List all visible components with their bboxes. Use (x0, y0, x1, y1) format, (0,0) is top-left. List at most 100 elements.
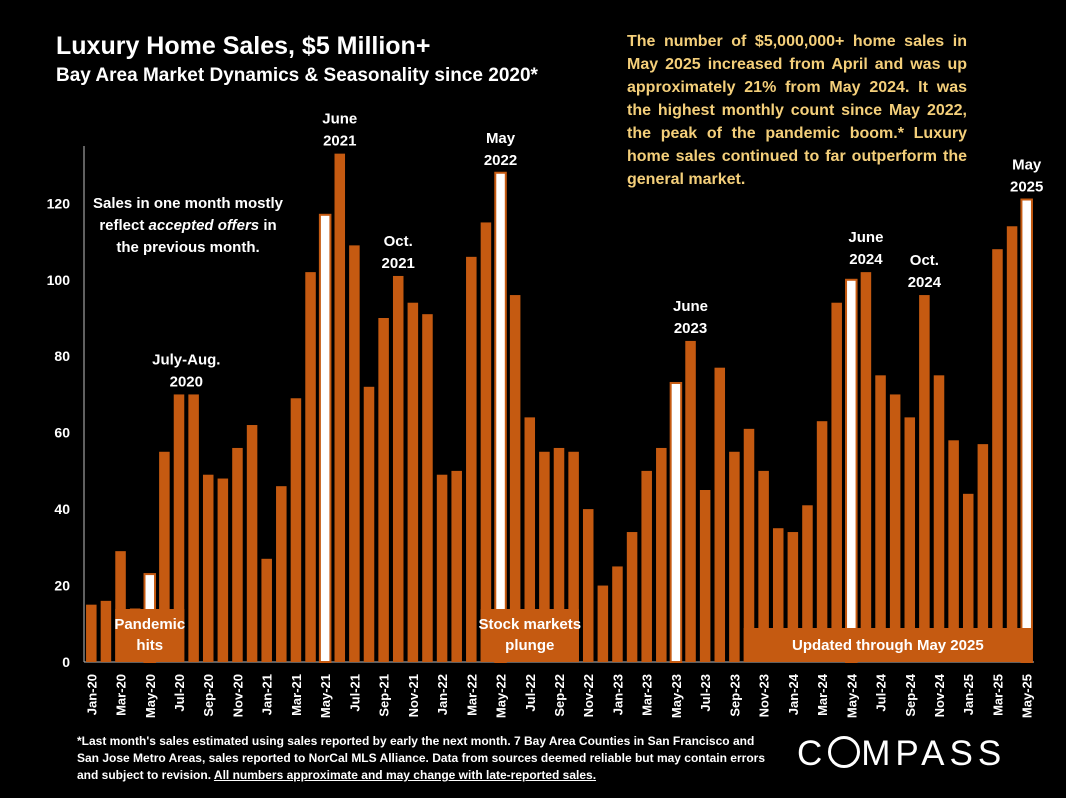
x-tick-label: Nov-24 (932, 673, 947, 717)
bar (904, 417, 916, 662)
event-box (480, 609, 579, 662)
note-line: reflect accepted offers in (99, 217, 276, 234)
peak-label: 2023 (674, 320, 707, 337)
bar (232, 447, 243, 662)
bar (802, 505, 813, 662)
chart-subtitle: Bay Area Market Dynamics & Seasonality s… (56, 65, 538, 86)
bar (597, 585, 609, 662)
event-box-label: Updated through May 2025 (792, 637, 984, 654)
y-tick-label: 120 (47, 195, 71, 211)
footnote-text: *Last month's sales estimated using sale… (77, 734, 765, 782)
bar-chart: 0 20 40 60 80 100 120 Jan-20 Mar-20 May-20 Jul-20 S… (47, 111, 1044, 718)
bar (86, 604, 97, 662)
y-tick-label: 20 (54, 578, 70, 594)
bar (743, 428, 755, 662)
bar (933, 375, 945, 662)
x-tick-label: May-23 (669, 674, 684, 718)
note-segment: accepted offers (149, 217, 260, 234)
x-tick-label: Sep-20 (201, 674, 216, 717)
peak-label: 2024 (908, 274, 942, 291)
bar (1020, 198, 1033, 663)
x-tick-label: Mar-23 (640, 674, 655, 716)
bar (685, 340, 696, 662)
peak-label: 2021 (323, 133, 356, 150)
peak-label: Oct. (910, 252, 939, 269)
bar (480, 222, 492, 662)
event-box-label: Pandemic (114, 616, 185, 633)
bar (962, 493, 974, 662)
bar (217, 478, 229, 662)
note-line: Sales in one month mostly (93, 195, 284, 212)
bar (436, 474, 448, 662)
x-tick-label: Jan-20 (84, 674, 99, 715)
bar (714, 367, 726, 662)
x-tick-label: Sep-24 (903, 673, 918, 716)
x-tick-label: Jul-24 (874, 673, 889, 711)
bar (582, 509, 594, 662)
x-tick-label: Nov-20 (230, 674, 245, 717)
y-tick-label: 80 (54, 348, 70, 364)
x-tick-label: Jul-21 (347, 674, 362, 712)
bar (699, 490, 711, 662)
note-segment: the previous month. (116, 239, 259, 256)
bar (276, 486, 287, 662)
bar (553, 447, 565, 662)
bar (246, 425, 258, 662)
peak-label: May (1012, 157, 1042, 174)
bar (188, 394, 199, 662)
peak-label: 2024 (849, 251, 883, 268)
x-tick-label: Sep-21 (377, 674, 392, 717)
peak-label: Oct. (384, 233, 413, 250)
bar (159, 451, 170, 662)
bar (977, 444, 989, 662)
peak-label: 2021 (382, 255, 415, 272)
y-tick-label: 40 (54, 501, 70, 517)
bar (948, 440, 959, 662)
x-tick-label: Nov-23 (757, 674, 772, 717)
bar (772, 528, 784, 662)
bar (787, 532, 799, 662)
bar (451, 470, 462, 662)
bar (173, 394, 185, 662)
bar (729, 451, 740, 662)
note-segment: in (259, 217, 277, 234)
x-tick-label: Jan-25 (961, 674, 976, 715)
y-tick-label: 0 (62, 654, 70, 670)
x-tick-label: Jul-20 (172, 674, 187, 712)
bar (626, 532, 638, 662)
peak-label: 2022 (484, 152, 517, 169)
x-tick-label: Sep-22 (552, 674, 567, 717)
x-tick-label: Jul-23 (698, 674, 713, 712)
bar (612, 566, 623, 662)
bar (494, 171, 507, 663)
bar (568, 451, 579, 662)
x-tick-label: May-25 (1020, 674, 1035, 718)
x-tick-label: Nov-21 (406, 674, 421, 717)
bar (758, 470, 769, 662)
peak-label: June (673, 298, 708, 315)
bar (656, 447, 667, 662)
bar (509, 295, 521, 662)
event-box-label: hits (136, 637, 163, 654)
y-tick-label: 60 (54, 425, 70, 441)
x-tick-label: Mar-24 (815, 673, 830, 716)
footnote-underlined: All numbers approximate and may change w… (213, 768, 597, 782)
y-tick-label: 100 (47, 272, 71, 288)
x-tick-label: Mar-25 (990, 674, 1005, 716)
bar (919, 295, 930, 662)
peak-label: 2020 (170, 373, 203, 390)
bar (466, 256, 477, 662)
bar (816, 421, 828, 662)
x-tick-label: Mar-22 (464, 674, 479, 716)
x-tick-label: Jul-22 (523, 674, 538, 712)
peak-label: July-Aug. (152, 351, 220, 368)
event-box (115, 609, 185, 662)
bar (100, 600, 112, 662)
peak-label: May (486, 130, 516, 147)
bar (539, 451, 550, 662)
note-line: the previous month. (116, 239, 259, 256)
logo-o-ring (828, 736, 861, 768)
bar (641, 470, 652, 662)
bar (422, 314, 433, 662)
bar (860, 272, 872, 662)
